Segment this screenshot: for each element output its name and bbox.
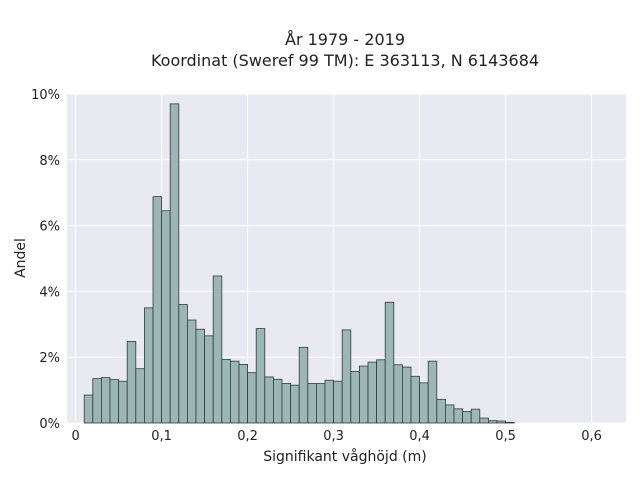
histogram-bar (376, 359, 386, 424)
bars (83, 103, 515, 424)
histogram-bar (479, 417, 489, 424)
histogram-bar (367, 361, 377, 424)
x-axis-ticks: 0 0,1 0,2 0,3 0,4 0,5 0,6 (71, 429, 601, 444)
chart-title: År 1979 - 2019 (285, 30, 405, 49)
x-axis-label: Signifikant våghöjd (m) (263, 448, 426, 465)
histogram-bar (315, 383, 326, 424)
histogram-bar (470, 408, 481, 424)
histogram-bar (186, 319, 197, 424)
x-tick-label: 0,3 (323, 429, 344, 444)
histogram-bar (83, 394, 94, 424)
x-tick-label: 0,2 (237, 429, 258, 444)
y-axis-ticks: 0% 2% 4% 6% 8% 10% (31, 88, 60, 432)
histogram-bar (333, 380, 343, 424)
histogram-bar (444, 404, 455, 424)
histogram-bar (229, 360, 240, 424)
histogram-bar (126, 341, 137, 424)
y-tick-label: 2% (39, 351, 60, 366)
histogram-bar (118, 380, 128, 424)
histogram-bar (436, 398, 446, 424)
histogram-bar (427, 360, 438, 424)
histogram-bar (169, 103, 180, 424)
histogram-bar (221, 359, 231, 424)
histogram-bar (401, 366, 412, 424)
histogram-bar (255, 328, 266, 424)
histogram-bar (152, 196, 162, 424)
x-tick-label: 0,5 (495, 429, 516, 444)
histogram-bar (204, 335, 214, 424)
histogram-bar (195, 328, 206, 424)
histogram-bar (419, 382, 429, 424)
histogram-bar (410, 375, 420, 424)
x-tick-label: 0,1 (151, 429, 172, 444)
y-tick-label: 0% (39, 417, 60, 432)
histogram-bar (135, 368, 145, 424)
histogram-bar (298, 346, 309, 424)
histogram-bar (290, 384, 300, 424)
histogram-bar (101, 377, 111, 424)
x-tick-label: 0,4 (409, 429, 430, 444)
y-tick-label: 4% (39, 285, 60, 300)
x-tick-label: 0,6 (581, 429, 602, 444)
histogram-bar (487, 420, 498, 424)
histogram-bar (384, 301, 395, 424)
y-tick-label: 6% (39, 220, 60, 235)
histogram-bar (358, 365, 369, 424)
y-tick-label: 8% (39, 154, 60, 169)
x-tick-label: 0 (71, 429, 79, 444)
y-axis-label: Andel (13, 238, 29, 278)
histogram-bar (324, 379, 334, 424)
histogram-bar (462, 411, 472, 424)
histogram-bar (272, 378, 283, 424)
histogram-bar (212, 275, 223, 424)
histogram-bar (505, 421, 515, 424)
histogram-bar (281, 383, 292, 424)
histogram-bar (109, 379, 119, 424)
histogram-bar (161, 210, 171, 424)
histogram-bar (393, 364, 403, 424)
histogram-bar (238, 364, 249, 424)
histogram-bar (350, 370, 360, 424)
histogram-bar (264, 376, 274, 424)
histogram-bar (92, 378, 102, 424)
chart-subtitle: Koordinat (Sweref 99 TM): E 363113, N 61… (151, 51, 539, 70)
histogram-bar (143, 307, 154, 424)
y-tick-label: 10% (31, 88, 60, 103)
histogram-bar (496, 420, 507, 424)
histogram-bar (307, 383, 317, 424)
histogram-bar (178, 304, 188, 424)
histogram-bar (453, 408, 464, 424)
histogram-bar (341, 329, 352, 424)
histogram-bar (247, 372, 257, 424)
